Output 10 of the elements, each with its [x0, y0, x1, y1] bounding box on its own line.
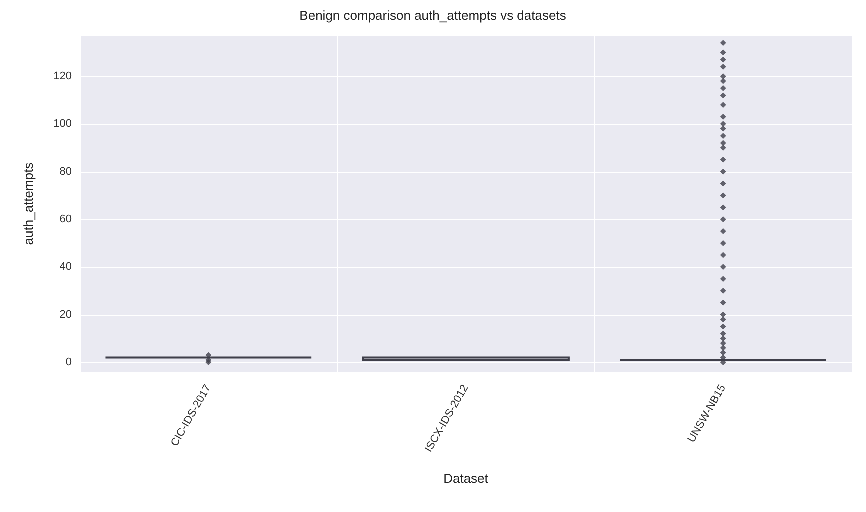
y-tick-label: 80	[60, 166, 72, 178]
y-tick-label: 40	[60, 261, 72, 274]
x-axis-title: Dataset	[444, 471, 489, 486]
y-tick-label: 120	[54, 70, 72, 83]
chart-title: Benign comparison auth_attempts vs datasets	[300, 8, 567, 23]
y-tick-label: 0	[66, 356, 72, 368]
y-tick-label: 100	[54, 118, 72, 130]
y-tick-label: 20	[60, 308, 72, 321]
y-axis-title: auth_attempts	[21, 162, 36, 246]
y-tick-label: 60	[60, 213, 72, 226]
